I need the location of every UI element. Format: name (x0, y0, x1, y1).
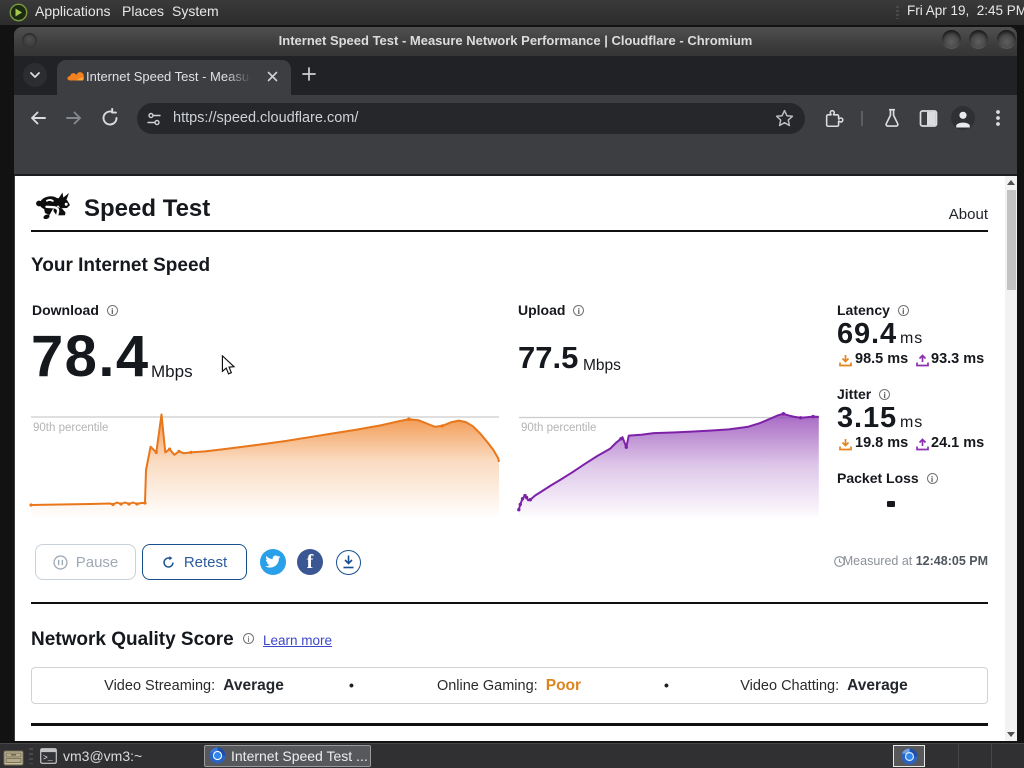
svg-text:90th percentile: 90th percentile (521, 422, 596, 434)
svg-text:90th percentile: 90th percentile (33, 422, 108, 434)
svg-text:>_: >_ (43, 754, 53, 763)
